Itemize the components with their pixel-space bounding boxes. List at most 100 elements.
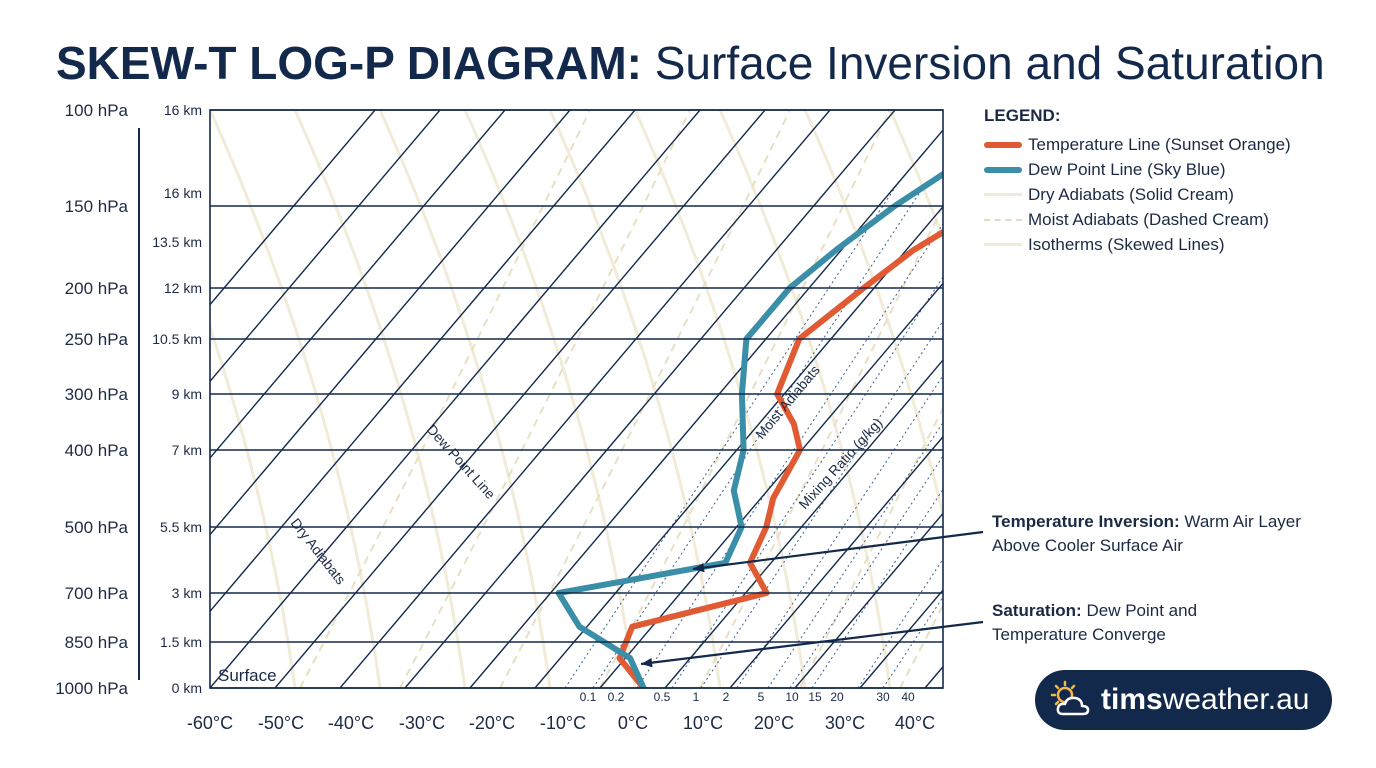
mixing-ratio-annotation: Mixing Ratio (g/kg) <box>795 415 885 512</box>
dry-adiabat <box>548 110 722 688</box>
temperature-tick-label: 30°C <box>825 713 865 733</box>
title-rest: Surface Inversion and Saturation <box>641 37 1325 89</box>
dew-point-annotation: Dew Point Line <box>424 421 499 502</box>
legend-swatch-isotherms <box>984 243 1022 246</box>
temperature-tick-label: -20°C <box>469 713 515 733</box>
legend-swatch-moist-adiabats <box>984 218 1022 221</box>
legend: LEGEND: Temperature Line (Sunset Orange)… <box>984 106 1291 257</box>
inversion-callout: Temperature Inversion: Warm Air Layer Ab… <box>992 510 1312 558</box>
brand-text: timsweather.au <box>1101 683 1309 717</box>
mixing-ratio-tick-label: 10 <box>785 690 799 704</box>
dry-adiabat <box>0 110 40 688</box>
inversion-arrow <box>692 530 984 571</box>
axes: 100 hPa 150 hPa 200 hPa 250 hPa 300 hPa 400 h… <box>55 101 944 733</box>
legend-label: Temperature Line (Sunset Orange) <box>1028 134 1291 154</box>
pressure-tick-label: 400 hPa <box>65 441 129 460</box>
height-tick-label: 5.5 km <box>160 519 202 535</box>
isotherm-line <box>794 512 943 688</box>
saturation-callout-title: Saturation: <box>992 601 1082 620</box>
pressure-tick-label: 850 hPa <box>65 633 129 652</box>
dry-adiabat <box>803 110 943 522</box>
height-tick-label: 3 km <box>172 585 202 601</box>
isotherm-line <box>729 435 943 688</box>
brand-logo: timsweather.au <box>1035 670 1332 730</box>
isotherm-line <box>404 110 896 688</box>
mixing-ratio-tick-label: 30 <box>876 690 890 704</box>
moist-adiabat <box>499 110 791 688</box>
mixing-ratio-tick-label: 0.1 <box>580 690 597 704</box>
brand-text-rest: weather.au <box>1162 683 1310 716</box>
temperature-tick-label: 40°C <box>895 713 935 733</box>
mixing-ratio-tick-label: 40 <box>901 690 915 704</box>
dry-adiabat <box>210 322 297 688</box>
height-tick-label: 13.5 km <box>152 234 202 250</box>
moist-adiabat <box>299 110 591 688</box>
pressure-tick-label: 500 hPa <box>65 518 129 537</box>
isotherm-line <box>210 110 701 688</box>
temperature-tick-label: -40°C <box>328 713 374 733</box>
dry-adiabat <box>888 110 943 242</box>
pressure-tick-label: 200 hPa <box>65 279 129 298</box>
isotherm-line <box>599 282 943 688</box>
legend-swatch-temperature <box>984 141 1022 148</box>
dry-adiabat <box>210 110 382 688</box>
legend-item-dew-point: Dew Point Line (Sky Blue) <box>984 157 1291 182</box>
height-tick-label: 7 km <box>172 442 202 458</box>
mixing-ratio-line <box>767 421 943 688</box>
pressure-tick-label: 1000 hPa <box>55 679 128 698</box>
temperature-tick-label: -30°C <box>399 713 445 733</box>
mixing-ratio-line <box>592 179 929 688</box>
legend-item-isotherms: Isotherms (Skewed Lines) <box>984 232 1291 257</box>
height-tick-label: 9 km <box>172 386 202 402</box>
temperature-tick-label: -50°C <box>258 713 304 733</box>
plot-frame <box>209 109 944 689</box>
mixing-ratio-tick-label: 1 <box>693 690 700 704</box>
title-bold: SKEW-T LOG-P DIAGRAM: <box>56 37 642 89</box>
pressure-tick-label: 250 hPa <box>65 330 129 349</box>
dry-adiabats-annotation: Dry Adiabats <box>288 515 349 587</box>
height-tick-label: 1.5 km <box>160 634 202 650</box>
page-title: SKEW-T LOG-P DIAGRAM: Surface Inversion … <box>56 36 1325 90</box>
dry-adiabat <box>1315 110 1376 688</box>
dry-adiabat <box>378 110 552 688</box>
temperature-tick-label: 10°C <box>683 713 723 733</box>
brand-text-bold: tims <box>1101 683 1163 716</box>
moist-adiabat <box>699 203 943 688</box>
height-tick-label: 16 km <box>164 102 202 118</box>
mixing-ratio-line <box>882 596 943 688</box>
temperature-tick-label: -60°C <box>187 713 233 733</box>
mixing-ratio-line <box>736 374 943 688</box>
saturation-callout: Saturation: Dew Point and Temperature Co… <box>992 599 1252 647</box>
isotherm-line <box>210 110 571 536</box>
mixing-ratio-line <box>811 488 943 688</box>
pressure-tick-label: 300 hPa <box>65 385 129 404</box>
legend-title: LEGEND: <box>984 106 1061 125</box>
legend-item-moist-adiabats: Moist Adiabats (Dashed Cream) <box>984 207 1291 232</box>
legend-item-temperature: Temperature Line (Sunset Orange) <box>984 132 1291 157</box>
mixing-ratio-tick-label: 2 <box>723 690 730 704</box>
height-tick-label: 10.5 km <box>152 331 202 347</box>
height-tick-label: 16 km <box>164 185 202 201</box>
legend-label: Dry Adiabats (Solid Cream) <box>1028 184 1234 204</box>
saturation-callout-text: Dew Point and Temperature Converge <box>992 601 1198 644</box>
mixing-ratio-tick-label: 20 <box>830 690 844 704</box>
isotherm-line <box>664 358 943 688</box>
mixing-ratio-line <box>857 558 943 688</box>
mixing-ratio-line <box>700 320 943 688</box>
inversion-arrow-head <box>693 562 705 573</box>
temperature-tick-label: 0°C <box>618 713 648 733</box>
mixing-ratio-tick-label: 0.5 <box>654 690 671 704</box>
moist-adiabat <box>799 405 943 688</box>
pressure-tick-label: 700 hPa <box>65 584 129 603</box>
isotherm-line <box>859 589 943 688</box>
dry-adiabat <box>463 110 637 688</box>
moist-adiabat <box>599 110 891 688</box>
mixing-ratio-tick-label: 0.2 <box>608 690 625 704</box>
pressure-tick-label: 150 hPa <box>65 197 129 216</box>
isotherm-line <box>274 110 766 688</box>
mixing-ratio-line <box>564 179 901 688</box>
height-tick-label: 0 km <box>172 680 202 696</box>
temperature-tick-label: 20°C <box>754 713 794 733</box>
background-lines <box>0 110 1376 688</box>
legend-item-dry-adiabats: Dry Adiabats (Solid Cream) <box>984 182 1291 207</box>
